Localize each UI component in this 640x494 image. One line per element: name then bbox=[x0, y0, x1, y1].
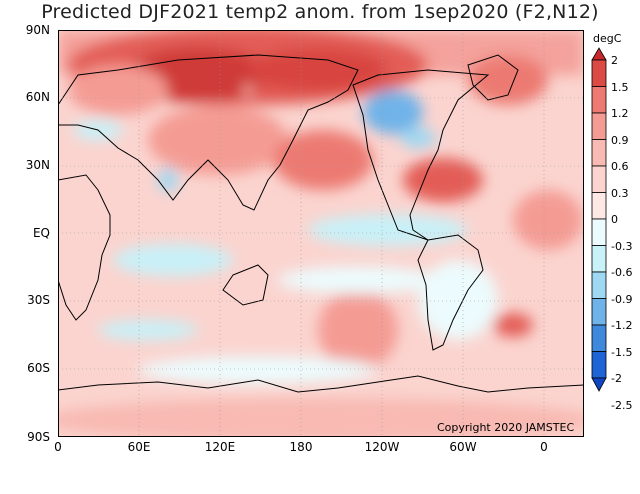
north-america-coast bbox=[352, 69, 490, 241]
eurasia-coast bbox=[58, 54, 359, 211]
anomaly-map bbox=[58, 30, 584, 437]
australia-coast bbox=[222, 264, 269, 306]
lat-label-90s: 90S bbox=[27, 430, 50, 444]
colorbar-tick-label: 0.9 bbox=[611, 133, 629, 147]
colorbar-tick-label: 2 bbox=[611, 54, 618, 67]
colorbar-segment bbox=[591, 192, 607, 220]
colorbar-tick-label: -1.5 bbox=[611, 345, 633, 359]
copyright-text: Copyright 2020 JAMSTEC bbox=[437, 421, 575, 434]
lat-label-60n: 60N bbox=[25, 90, 50, 104]
colorbar-segment bbox=[591, 59, 607, 87]
south-america-coast bbox=[417, 234, 484, 351]
greenland-coast bbox=[467, 54, 519, 101]
colorbar-tick-label: -2 bbox=[611, 372, 622, 385]
colorbar-tick-label: -2.5 bbox=[611, 398, 633, 412]
colorbar-segment bbox=[591, 218, 607, 246]
colorbar-tick-label: -0.9 bbox=[611, 292, 633, 306]
lat-label-eq: EQ bbox=[32, 226, 50, 240]
colorbar-segment bbox=[591, 86, 607, 114]
colorbar-tick-label: 0.3 bbox=[611, 186, 629, 200]
map-canvas bbox=[58, 30, 584, 437]
lon-label-60w: 60W bbox=[449, 440, 477, 454]
africa-coast bbox=[58, 174, 111, 321]
lon-label-120e: 120E bbox=[204, 440, 236, 454]
colorbar-unit: degC bbox=[593, 32, 622, 45]
colorbar-segment bbox=[591, 245, 607, 273]
colorbar-segment bbox=[591, 351, 607, 379]
colorbar-segment bbox=[591, 271, 607, 299]
colorbar-top-arrow bbox=[591, 47, 607, 61]
anomaly-field bbox=[58, 30, 584, 437]
colorbar-tick-label: 0.6 bbox=[611, 160, 629, 173]
colorbar-tick-label: -0.3 bbox=[611, 239, 633, 253]
colorbar-tick-label: -0.6 bbox=[611, 266, 633, 279]
colorbar-tick-label: -1.2 bbox=[611, 319, 633, 332]
lon-label-60e: 60E bbox=[127, 440, 151, 454]
coastlines bbox=[58, 54, 584, 393]
colorbar-segment bbox=[591, 298, 607, 326]
colorbar-bottom-arrow bbox=[591, 377, 607, 392]
colorbar-tick-label: 1.2 bbox=[611, 107, 629, 120]
map-title: Predicted DJF2021 temp2 anom. from 1sep2… bbox=[41, 1, 599, 23]
lat-label-30n: 30N bbox=[25, 158, 50, 172]
colorbar-segment bbox=[591, 139, 607, 167]
antarctica-coast bbox=[58, 375, 584, 393]
lat-label-60s: 60S bbox=[27, 361, 50, 375]
colorbar bbox=[591, 47, 607, 392]
lat-label-30s: 30S bbox=[27, 293, 50, 307]
colorbar-tick-label: 0 bbox=[611, 213, 618, 226]
lon-label-120w: 120W bbox=[364, 440, 400, 454]
colorbar-segment bbox=[591, 165, 607, 193]
map-frame bbox=[58, 30, 584, 437]
lon-label-0-east: 0 bbox=[540, 440, 548, 454]
colorbar-tick-label: 1.5 bbox=[611, 80, 629, 94]
lon-label-180: 180 bbox=[289, 440, 313, 454]
lon-label-0: 0 bbox=[54, 440, 62, 454]
colorbar-segment bbox=[591, 324, 607, 352]
lat-label-90n: 90N bbox=[25, 23, 50, 37]
colorbar-segment bbox=[591, 112, 607, 140]
